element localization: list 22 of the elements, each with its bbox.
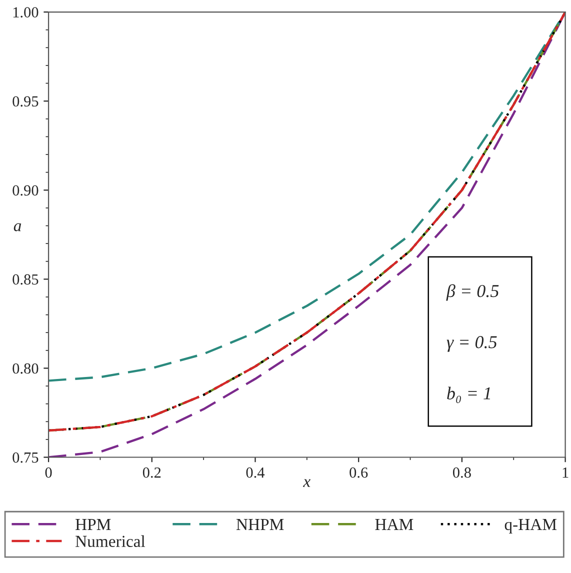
x-tick-label: 1 bbox=[562, 467, 568, 478]
x-tick-label: 0.4 bbox=[246, 467, 265, 478]
y-tick-label: 0.95 bbox=[12, 96, 38, 107]
annotation: γ = 0.5 bbox=[446, 336, 497, 352]
x-tick-label: 0 bbox=[45, 467, 52, 478]
x-tick-label: 0.2 bbox=[142, 467, 161, 478]
x-axis-title: x bbox=[303, 479, 310, 487]
y-tick-label: 0.75 bbox=[12, 452, 38, 463]
legend-label: Numerical bbox=[76, 535, 146, 548]
x-tick-label: 0.6 bbox=[350, 467, 368, 478]
y-tick-label: 0.85 bbox=[12, 274, 38, 285]
legend-label: NHPM bbox=[236, 519, 284, 530]
x-tick-label: 0.8 bbox=[452, 467, 471, 478]
y-tick-label: 1.00 bbox=[13, 7, 38, 18]
legend-label: q-HAM bbox=[504, 518, 557, 534]
annotation: β = 0.5 bbox=[446, 284, 499, 301]
annotation: b₀ = 1 bbox=[447, 386, 490, 404]
legend-label: HPM bbox=[76, 519, 111, 530]
y-tick-label: 0.90 bbox=[12, 185, 38, 196]
y-tick-label: 0.80 bbox=[12, 363, 38, 374]
legend-label: HAM bbox=[375, 518, 414, 530]
y-axis-title: a bbox=[14, 223, 22, 232]
